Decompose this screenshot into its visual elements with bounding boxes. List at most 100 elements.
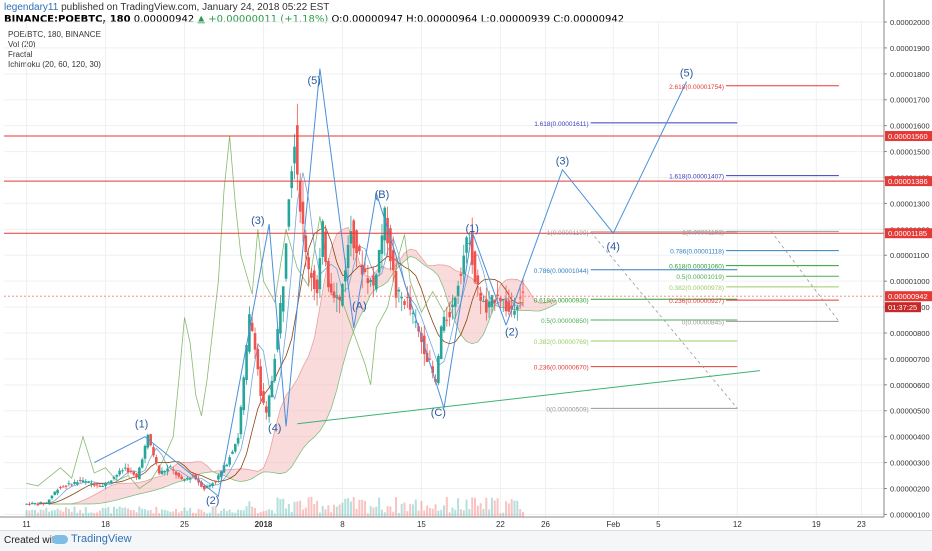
candle-body (439, 326, 443, 360)
price-label-bg (885, 176, 932, 187)
volume-bar (107, 507, 110, 517)
candle-body (188, 478, 192, 480)
legend-fractal[interactable]: Fractal (8, 50, 33, 59)
volume-bar (160, 509, 163, 517)
candle-body (338, 296, 341, 300)
high-label: H: (406, 14, 418, 25)
volume-bar (96, 512, 99, 517)
volume-bar (79, 510, 82, 517)
candle-body (279, 302, 282, 334)
volume-bar (113, 506, 115, 517)
fib-level-label: 0.786(0.00001044) (534, 268, 589, 275)
volume-bar (231, 512, 234, 517)
candle-body (315, 279, 319, 294)
volume-bar (380, 509, 383, 517)
legend-volume[interactable]: Vol (20) (8, 40, 36, 49)
volume-bar (474, 497, 477, 517)
candle-body (194, 474, 198, 480)
candle-body (504, 299, 508, 312)
volume-bar (282, 498, 285, 517)
volume-bar (296, 501, 299, 517)
candle-body (341, 283, 344, 306)
volume-bar (507, 503, 510, 517)
tradingview-logo[interactable]: TradingView (52, 533, 132, 545)
legend-ichimoku[interactable]: Ichimoku (20, 60, 120, 30) (8, 60, 101, 69)
volume-bar (457, 498, 460, 517)
volume-bar (361, 499, 364, 517)
volume-bar (189, 507, 192, 517)
y-tick-label: 0.00001000 (890, 277, 930, 286)
volume-bar (93, 512, 96, 517)
candle-body (465, 237, 468, 253)
volume-bar (146, 510, 149, 517)
volume-bar (239, 510, 242, 517)
wave-label: (3) (251, 215, 264, 227)
wave-label: (1) (465, 223, 478, 235)
candle-body (521, 291, 525, 293)
candle-body (468, 242, 471, 244)
volume-bar (443, 505, 445, 517)
volume-bar (355, 508, 358, 517)
volume-bar (31, 509, 34, 517)
fib-level-label: 0.618(0.00000930) (534, 297, 589, 304)
candle-body (485, 299, 488, 313)
candle-body (343, 270, 347, 282)
candle-body (383, 207, 387, 241)
candle-body (39, 502, 42, 504)
candle-body (101, 485, 105, 487)
legend-series[interactable]: POE/BTC, 180, BINANCE (8, 30, 101, 39)
volume-bar (510, 499, 513, 517)
volume-bar (180, 510, 183, 517)
y-tick-label: 0.00000800 (890, 329, 930, 338)
volume-bar (330, 512, 333, 517)
candle-body (118, 470, 121, 475)
volume-bar (276, 497, 279, 517)
candle-body (377, 249, 381, 273)
y-tick-label: 0.00000300 (890, 459, 930, 468)
candle-body (304, 235, 308, 252)
candle-body (121, 470, 124, 472)
x-tick-label: 22 (496, 520, 505, 529)
author-name[interactable]: legendary11 (4, 2, 59, 13)
fib-level-label: 1.618(0.00001407) (669, 174, 724, 181)
open-label: O: (331, 14, 343, 25)
volume-bar (101, 507, 104, 517)
volume-bar (124, 507, 127, 517)
fib-level-label: 2.618(0.00001754) (669, 84, 724, 91)
candle-body (290, 171, 293, 189)
published-text: published on TradingView.com, January 24… (61, 2, 330, 13)
candle-body (256, 348, 260, 370)
candle-body (87, 481, 90, 483)
candle-body (473, 251, 477, 283)
volume-bar (53, 510, 56, 517)
price-label-bg (885, 228, 932, 239)
candle-body (259, 366, 262, 396)
price-label: 0.00001386 (888, 177, 928, 186)
volume-bar (454, 509, 457, 517)
volume-bar (434, 504, 437, 517)
candle-body (109, 480, 113, 483)
candle-body (411, 312, 415, 315)
candle-body (236, 437, 240, 444)
candle-body (321, 221, 325, 257)
candle-body (174, 471, 178, 475)
price-chart[interactable]: 1.618(0.00001611) 1(0.00001190) 0.786(0.00… (0, 0, 932, 530)
volume-bar (519, 509, 522, 517)
volume-bar (392, 511, 395, 517)
y-tick-label: 0.00000500 (890, 407, 930, 416)
volume-bar (194, 513, 197, 517)
volume-bar (141, 508, 144, 517)
candle-body (45, 502, 48, 504)
candle-body (47, 499, 51, 504)
candle-body (281, 286, 285, 312)
candle-body (479, 293, 482, 301)
candle-body (312, 270, 316, 290)
candle-body (273, 358, 277, 381)
volume-bar (62, 511, 65, 517)
volume-bar (448, 512, 451, 517)
fib-trend-line (770, 231, 840, 322)
volume-bar (459, 509, 462, 517)
candle-body (332, 291, 336, 298)
volume-bar (158, 513, 161, 517)
volume-bar (451, 507, 454, 517)
